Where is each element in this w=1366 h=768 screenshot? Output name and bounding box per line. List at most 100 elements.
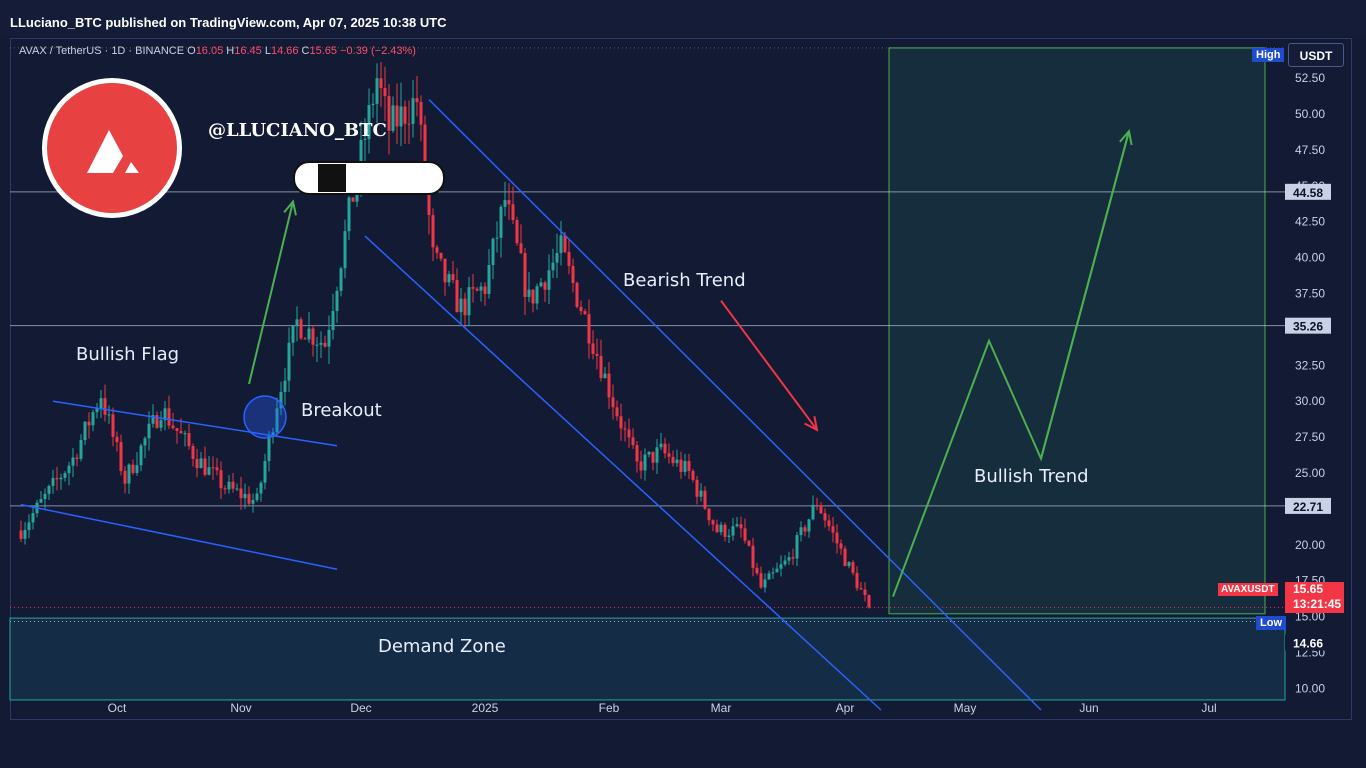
candle-body (635, 445, 639, 462)
close-label: C (301, 45, 310, 57)
breakout-label: Breakout (301, 400, 382, 421)
candle-body (755, 567, 759, 574)
candle-body (19, 530, 23, 539)
candle-body (735, 524, 739, 527)
candle-body (239, 488, 243, 499)
candle-body (315, 344, 319, 346)
level-label-text: 35.26 (1293, 320, 1323, 334)
top-bar: LLuciano_BTC published on TradingView.co… (0, 0, 1366, 36)
candle-body (99, 398, 103, 409)
candle-body (175, 428, 179, 431)
price-tick-label: 10.00 (1295, 681, 1325, 695)
candle-body (651, 451, 655, 463)
candle-body (331, 311, 335, 330)
candle-body (619, 416, 623, 429)
candle-body (615, 407, 619, 417)
candle-body (723, 524, 727, 537)
candle-body (275, 408, 279, 433)
candle-body (699, 490, 703, 497)
candle-body (311, 328, 315, 345)
candle-body (359, 139, 363, 179)
candle-body (235, 488, 239, 490)
candle-body (507, 200, 511, 205)
logo-badge (47, 83, 177, 213)
candle-body (419, 101, 423, 125)
time-axis-label: Dec (350, 701, 371, 715)
candle-body (595, 353, 599, 356)
time-axis-label: Apr (836, 701, 855, 715)
candle-body (467, 287, 471, 316)
candle-body (379, 78, 383, 89)
candle-body (687, 461, 691, 472)
level-label-text: 44.58 (1293, 186, 1323, 200)
candle-body (267, 435, 271, 462)
price-tick-label: 52.50 (1295, 71, 1325, 85)
candle-body (411, 98, 415, 124)
candle-body (139, 445, 143, 466)
candle-body (291, 325, 295, 343)
current-price-box: 15.65 13:21:45 (1285, 582, 1344, 613)
candle-body (843, 548, 847, 567)
candle-body (223, 488, 227, 490)
candle-body (775, 568, 779, 573)
candle-body (491, 238, 495, 266)
candle-body (559, 235, 563, 254)
candle-body (631, 437, 635, 446)
candle-body (719, 524, 723, 533)
author-handle: @LLUCIANO_BTC (208, 120, 387, 141)
candle-body (247, 493, 251, 504)
candle-body (163, 408, 167, 421)
currency-button[interactable]: USDT (1288, 43, 1344, 67)
candle-body (743, 528, 747, 541)
candle-body (867, 595, 871, 608)
candle-body (675, 459, 679, 464)
candle-body (75, 457, 79, 459)
candle-body (679, 459, 683, 472)
candle-body (135, 465, 139, 473)
candle-body (423, 124, 427, 182)
candle-body (803, 527, 807, 532)
candle-body (479, 286, 483, 291)
candle-body (531, 289, 535, 304)
publisher-caption: LLuciano_BTC published on TradingView.co… (10, 15, 447, 30)
low-value: 14.66 (270, 45, 299, 57)
candle-body (815, 504, 819, 506)
candle-body (143, 438, 147, 446)
time-axis-label: Nov (230, 701, 251, 715)
bearish-channel-lower-line (364, 235, 882, 711)
candle-body (571, 265, 575, 283)
candle-body (703, 490, 707, 509)
candle-body (215, 467, 219, 471)
candle-body (115, 436, 119, 443)
candle-body (767, 573, 771, 580)
chart-frame (10, 38, 1352, 720)
candle-body (671, 456, 675, 464)
candle-body (511, 204, 515, 221)
candle-body (415, 98, 419, 102)
price-tick-label: 37.50 (1295, 287, 1325, 301)
candle-body (579, 306, 583, 312)
open-label: O (187, 45, 196, 57)
candle-body (611, 397, 615, 408)
bearish-channel-upper-line (428, 99, 1042, 711)
candle-body (599, 355, 603, 379)
candle-body (859, 588, 863, 590)
price-tick-label: 25.00 (1295, 466, 1325, 480)
candle-body (191, 446, 195, 459)
candle-body (459, 298, 463, 313)
price-tick-label: 27.50 (1295, 430, 1325, 444)
time-axis-label: 2025 (472, 701, 499, 715)
candle-body (195, 458, 199, 469)
candle-body (391, 105, 395, 131)
candle-body (831, 526, 835, 533)
candle-body (851, 562, 855, 573)
candle-body (639, 461, 643, 471)
candle-body (471, 287, 475, 289)
candle-body (87, 421, 91, 426)
cigar-band-icon (318, 164, 346, 192)
candle-body (211, 467, 215, 469)
candle-body (55, 478, 59, 480)
candle-body (463, 298, 467, 316)
projection-arrow-shaft (1040, 130, 1130, 459)
